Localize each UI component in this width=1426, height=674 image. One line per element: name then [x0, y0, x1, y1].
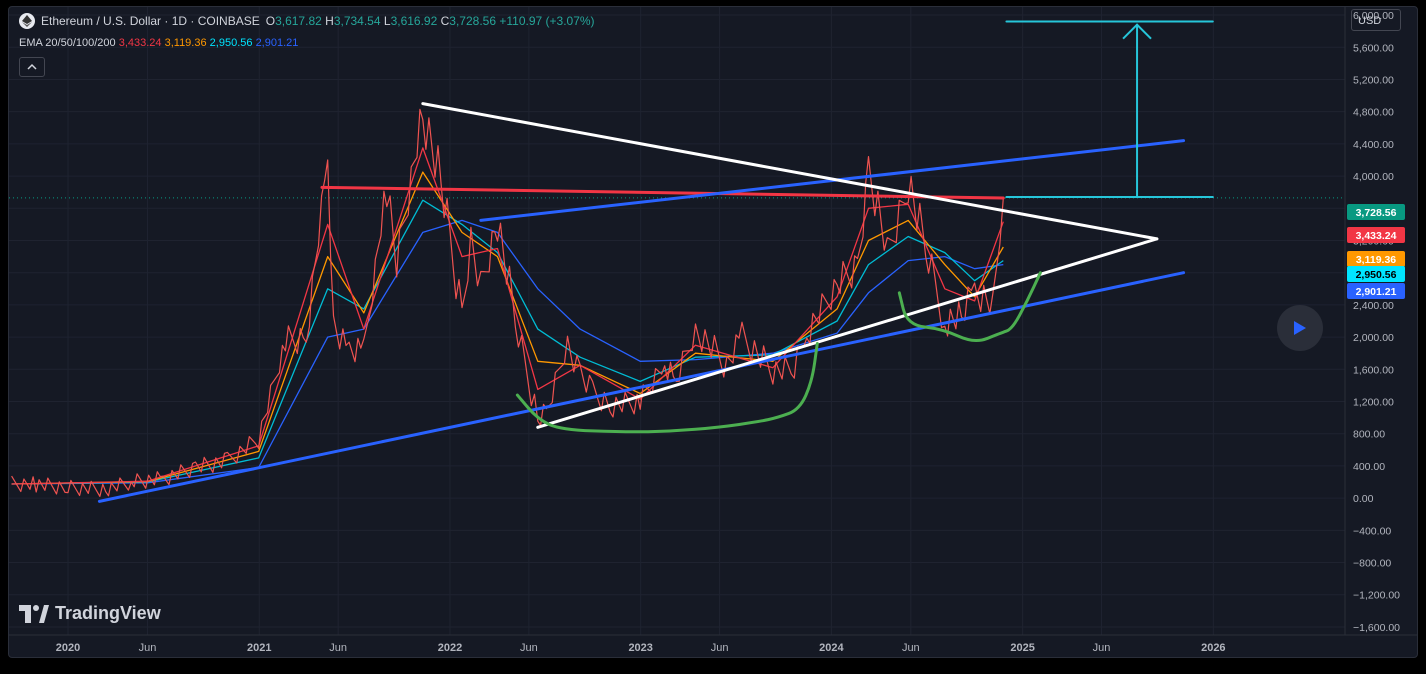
price-badge-label: 2,950.56	[1356, 269, 1397, 281]
x-tick-label: 2024	[819, 642, 844, 654]
y-tick-label: 800.00	[1353, 429, 1385, 441]
play-icon	[1294, 321, 1306, 335]
y-tick-label: 5,200.00	[1353, 74, 1394, 86]
y-tick-label: 2,000.00	[1353, 332, 1394, 344]
currency-selector[interactable]: USD	[1351, 9, 1401, 31]
price-badge	[1347, 227, 1405, 243]
x-tick-label: Jun	[711, 642, 729, 654]
x-tick-label: Jun	[520, 642, 538, 654]
ema100-value: 2,950.56	[209, 37, 253, 49]
green-cup-2	[897, 271, 1042, 342]
x-tick-label: Jun	[1093, 642, 1111, 654]
price-badge	[1347, 204, 1405, 220]
x-tick-label: Jun	[902, 642, 920, 654]
brand-name: TradingView	[55, 603, 161, 623]
x-tick-label: 2026	[1201, 642, 1225, 654]
y-tick-label: 400.00	[1353, 461, 1385, 473]
target-arrow-head	[1122, 23, 1152, 40]
x-tick-label: 2023	[628, 642, 652, 654]
price-badge	[1347, 283, 1405, 299]
x-tick-label: 2021	[247, 642, 271, 654]
chevron-up-icon	[27, 63, 37, 70]
chart-header: Ethereum / U.S. Dollar · 1D · COINBASE O…	[19, 13, 595, 29]
y-tick-label: −1,200.00	[1353, 590, 1400, 602]
y-tick-label: −800.00	[1353, 558, 1391, 570]
y-tick-label: 4,800.00	[1353, 107, 1394, 119]
ema20-value: 3,433.24	[118, 37, 162, 49]
y-tick-label: −1,600.00	[1353, 622, 1400, 634]
ema-series-line	[11, 219, 1004, 485]
x-tick-label: Jun	[329, 642, 347, 654]
resistance-red	[320, 185, 1005, 200]
tradingview-logo[interactable]: TradingView	[19, 603, 161, 624]
y-tick-label: −400.00	[1353, 525, 1391, 537]
x-tick-label: 2020	[56, 642, 80, 654]
symbol-title[interactable]: Ethereum / U.S. Dollar · 1D · COINBASE	[41, 14, 260, 28]
ema200-value: 2,901.21	[255, 37, 299, 49]
y-tick-label: 2,400.00	[1353, 300, 1394, 312]
triangle-upper	[421, 102, 1159, 241]
y-tick-label: 0.00	[1353, 493, 1374, 505]
y-tick-label: 4,000.00	[1353, 171, 1394, 183]
price-badge-label: 3,728.56	[1356, 207, 1397, 219]
y-tick-label: 4,400.00	[1353, 139, 1394, 151]
ema-series-line	[11, 171, 1004, 485]
ema-label: EMA 20/50/100/200	[19, 37, 116, 49]
price-series-line	[11, 108, 1004, 497]
y-tick-label: 1,200.00	[1353, 397, 1394, 409]
y-tick-label: 6,000.00	[1353, 10, 1394, 22]
ohlc-values: O3,617.82 H3,734.54 L3,616.92 C3,728.56 …	[265, 14, 595, 28]
price-badge-label: 3,433.24	[1356, 230, 1397, 242]
collapse-legend-button[interactable]	[19, 57, 45, 77]
price-badge	[1347, 266, 1405, 282]
ema-series-line	[11, 199, 1004, 485]
chart-frame: −1,600.00 −1,200.00 −800.00 −400.00 0.00 400.…	[8, 6, 1418, 658]
triangle-lower	[536, 237, 1159, 429]
x-tick-label: Jun	[139, 642, 157, 654]
ema50-value: 3,119.36	[164, 37, 207, 49]
tradingview-logo-icon	[19, 604, 49, 623]
replay-play-button[interactable]	[1277, 305, 1323, 351]
price-badge-label: 2,901.21	[1356, 286, 1397, 298]
y-tick-label: 5,600.00	[1353, 42, 1394, 54]
x-tick-label: 2025	[1010, 642, 1034, 654]
price-badge-label: 3,119.36	[1356, 254, 1396, 266]
price-badge	[1347, 251, 1405, 267]
green-cup-1	[515, 342, 819, 434]
ema-legend[interactable]: EMA 20/50/100/200 3,433.24 3,119.36 2,95…	[19, 37, 298, 49]
y-tick-label: 1,600.00	[1353, 364, 1394, 376]
price-chart[interactable]: −1,600.00 −1,200.00 −800.00 −400.00 0.00 400.…	[9, 7, 1417, 657]
x-tick-label: 2022	[438, 642, 462, 654]
ethereum-icon	[19, 13, 35, 29]
lower-blue-trend	[97, 271, 1186, 503]
price-change: +110.97 (+3.07%)	[499, 14, 595, 28]
